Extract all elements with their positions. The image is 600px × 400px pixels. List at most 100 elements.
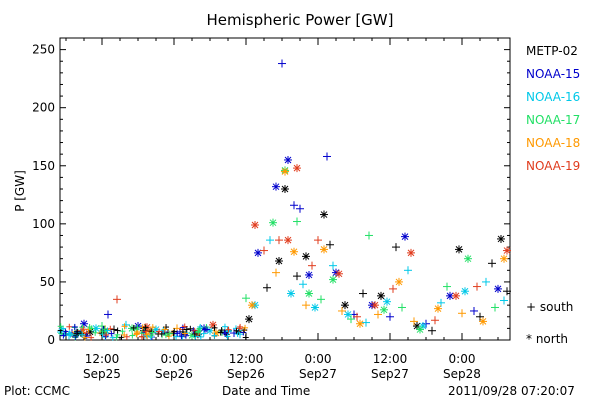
baseline-point [221,323,228,330]
point-noaa-16 [122,320,130,329]
point-metp-02 [392,243,400,252]
point-noaa-18 [272,268,280,277]
point-noaa-17 [317,295,325,304]
point-noaa-15 [104,310,112,319]
y-tick-label: 200 [32,101,55,115]
point-metp-02 [455,245,463,254]
point-noaa-15 [272,182,280,191]
x-tick-date-label: Sep25 [83,367,121,381]
point-noaa-15 [323,152,331,161]
y-tick-label: 0 [47,333,55,347]
baseline-point [103,331,110,338]
baseline-point [134,330,141,337]
baseline-point [108,330,115,337]
point-noaa-19 [407,248,415,257]
baseline-point [242,334,249,341]
baseline-point [88,325,95,332]
point-noaa-16 [362,318,370,327]
point-noaa-16 [461,287,469,296]
point-metp-02 [359,289,367,298]
legend-series-6: NOAA-19 [526,159,581,173]
baseline-point [211,332,218,339]
point-noaa-16 [287,289,295,298]
x-tick-time-label: 12:00 [85,352,120,366]
x-tick-time-label: 0:00 [161,352,188,366]
point-noaa-18 [248,301,256,310]
baseline-point [67,331,74,338]
point-noaa-19 [389,284,397,293]
point-metp-02 [428,326,436,335]
point-noaa-19 [431,316,439,325]
point-noaa-18 [356,319,364,328]
x-tick-time-label: 12:00 [373,352,408,366]
point-noaa-17 [347,315,355,324]
point-metp-02 [281,185,289,193]
point-noaa-19 [473,282,481,291]
point-noaa-19 [335,269,343,278]
x-axis: 12:00Sep250:00Sep2612:00Sep260:00Sep2712… [65,38,499,381]
legend-series-1: METP-02 [526,44,578,58]
baseline-point [211,324,218,331]
baseline-point [166,330,173,337]
point-noaa-19 [371,301,379,310]
point-noaa-18 [320,245,328,254]
point-noaa-18 [458,309,466,318]
baseline-point [190,327,197,334]
point-noaa-15 [296,204,304,213]
point-metp-02 [320,210,328,219]
legend-series-3: NOAA-16 [526,90,581,104]
point-noaa-19 [284,236,292,245]
point-noaa-15 [278,59,286,68]
point-noaa-19 [293,164,301,173]
point-noaa-15 [494,284,502,293]
baseline-point [149,329,156,336]
point-noaa-18 [500,254,508,263]
baseline-point [142,324,149,331]
point-noaa-18 [395,277,403,286]
y-tick-label: 100 [32,217,55,231]
baseline-point [138,333,145,340]
x-tick-date-label: Sep28 [443,367,481,381]
baseline-point [104,327,111,334]
baseline-point [143,331,150,338]
baseline-point [162,332,169,339]
point-metp-02 [341,301,349,310]
baseline-point [80,326,87,333]
baseline-point [195,328,202,335]
baseline-point [200,330,207,337]
point-metp-02 [488,259,496,268]
legend-north: * north [526,332,569,346]
point-noaa-19 [503,246,511,255]
point-metp-02 [377,291,385,300]
point-noaa-17 [305,289,313,298]
baseline-point [60,332,67,339]
baseline-point [187,325,194,332]
point-noaa-19 [308,261,316,270]
point-noaa-15 [386,312,394,321]
legend-series-4: NOAA-17 [526,113,581,127]
point-noaa-17 [443,282,451,291]
baseline-point [66,323,73,330]
baseline-point [57,323,64,330]
baseline-point [183,326,190,333]
point-noaa-18 [302,301,310,310]
baseline-point [66,330,73,337]
point-noaa-18 [410,317,418,326]
y-axis: 0 50 100 150 200 250 [32,37,510,347]
baseline-point [174,330,181,337]
point-noaa-15 [290,201,298,210]
baseline-point [149,324,156,331]
baseline-point [161,326,168,333]
point-noaa-15 [305,270,313,279]
baseline-point [173,333,180,340]
baseline-point [109,334,116,341]
baseline-point [121,323,128,330]
x-tick-date-label: Sep26 [227,367,265,381]
baseline-point [74,328,81,335]
chart-title: Hemispheric Power [GW] [206,11,394,29]
footer-left: Plot: CCMC [4,384,70,398]
point-noaa-15 [446,291,454,300]
point-noaa-16 [311,303,319,312]
baseline-point [88,334,95,341]
baseline-point [71,323,78,330]
